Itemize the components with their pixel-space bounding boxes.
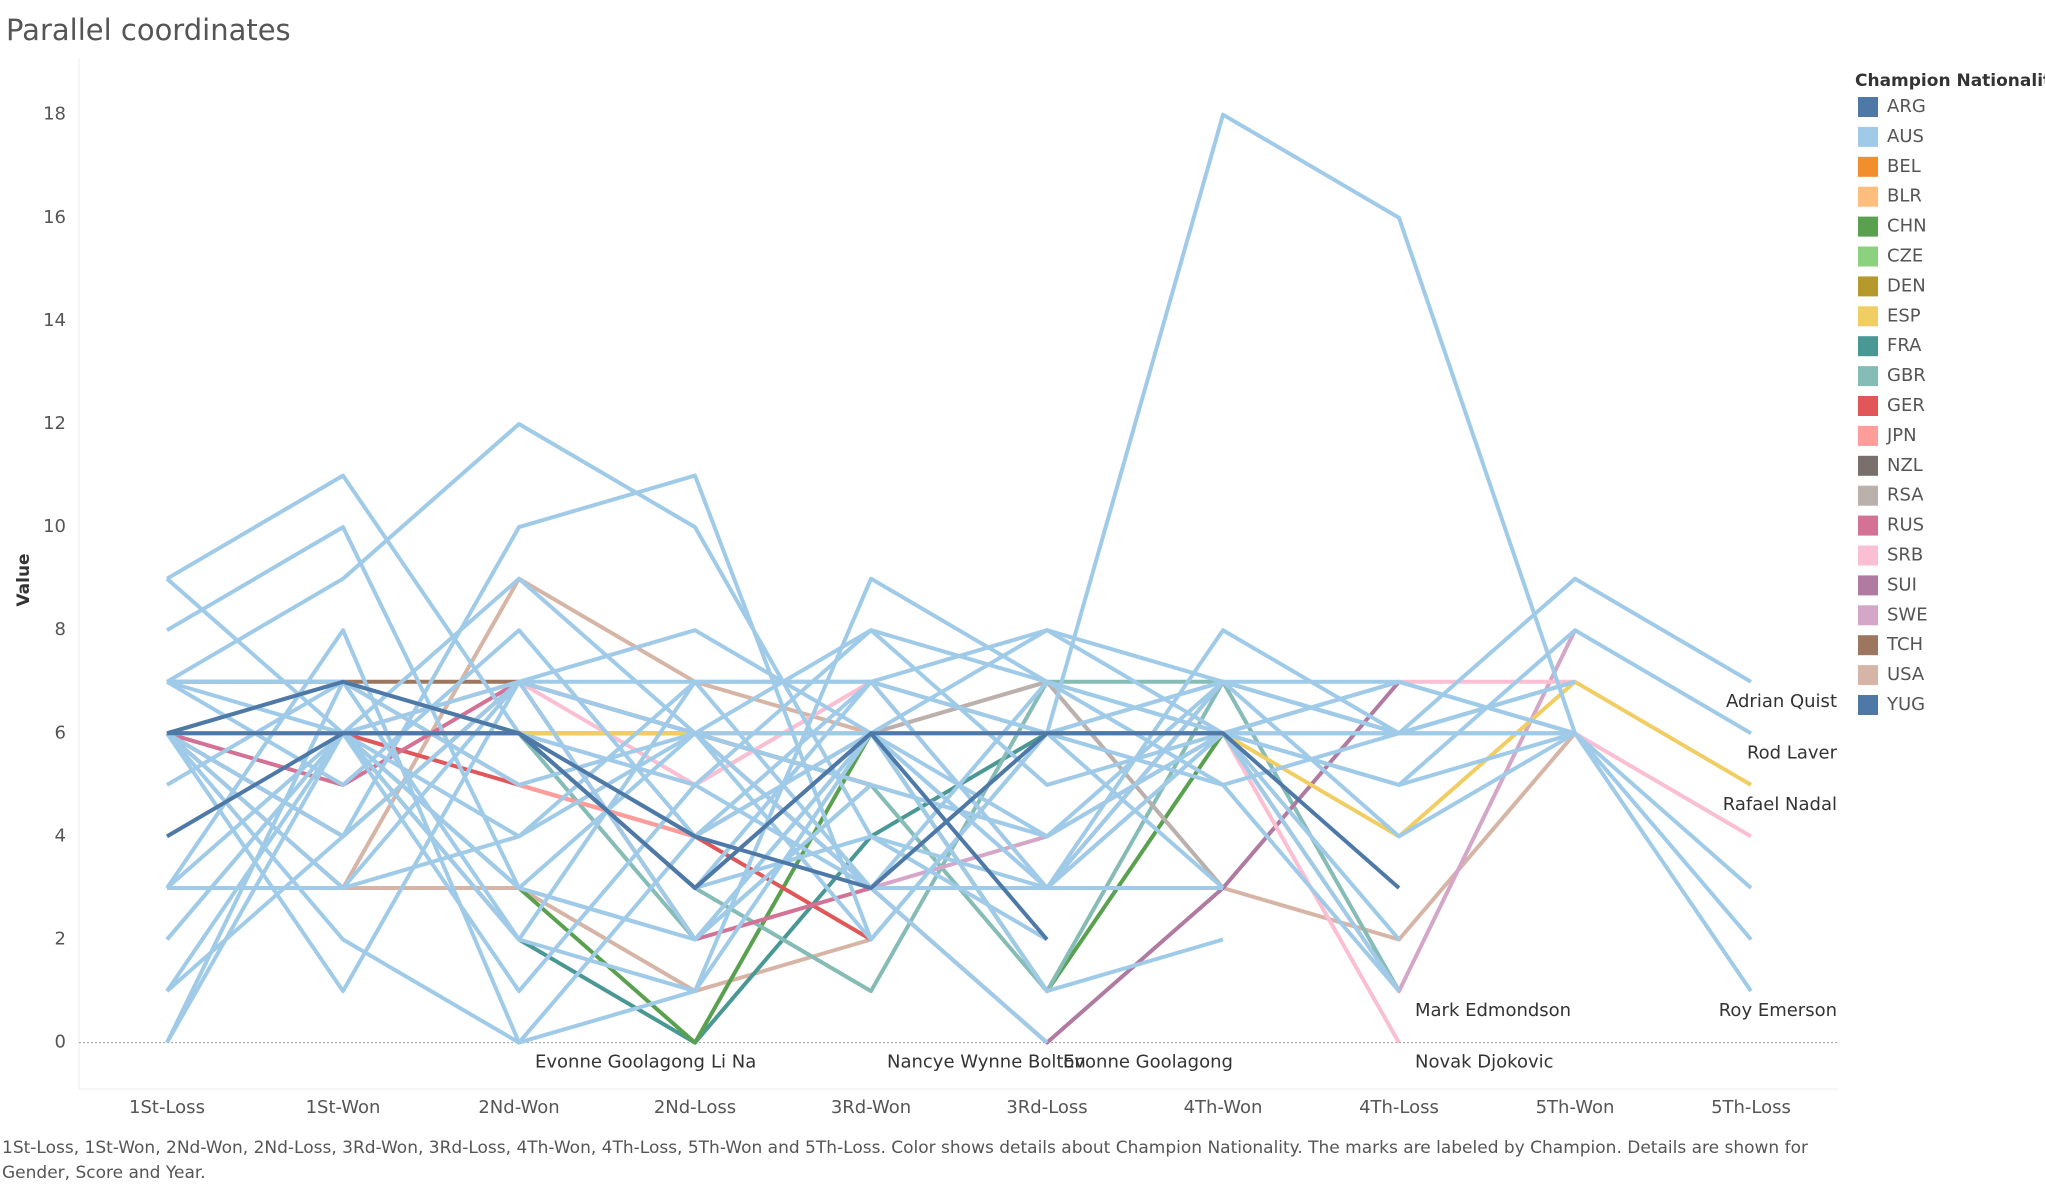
y-tick-label: 10: [43, 516, 66, 537]
legend-swatch: [1858, 665, 1878, 686]
x-tick-label: 1St-Won: [306, 1097, 381, 1118]
legend-label: FRA: [1887, 335, 1922, 356]
legend-label: GBR: [1887, 365, 1926, 386]
legend-label: USA: [1887, 664, 1925, 685]
legend-label: BEL: [1887, 156, 1921, 177]
point-label: Novak Djokovic: [1415, 1052, 1554, 1073]
y-tick-label: 6: [55, 722, 66, 743]
x-tick-label: 3Rd-Won: [831, 1097, 911, 1118]
point-label: Evonne Goolagong: [1063, 1052, 1233, 1073]
legend-label: SUI: [1887, 574, 1917, 595]
x-tick-label: 2Nd-Loss: [654, 1097, 736, 1118]
point-label: Mark Edmondson: [1415, 1000, 1571, 1021]
legend-swatch: [1858, 485, 1878, 506]
legend-swatch: [1858, 306, 1878, 327]
legend-swatch: [1858, 336, 1878, 357]
legend-swatch: [1858, 366, 1878, 387]
legend-swatch: [1858, 276, 1878, 297]
y-tick-label: 0: [55, 1032, 66, 1053]
legend-swatch: [1858, 396, 1878, 416]
y-tick-label: 18: [43, 104, 66, 125]
y-tick-label: 16: [43, 207, 66, 228]
legend-label: RSA: [1887, 485, 1924, 506]
series-line: [165, 679, 1400, 993]
y-tick-label: 2: [55, 929, 66, 950]
caption: 1St-Loss, 1St-Won, 2Nd-Won, 2Nd-Loss, 3R…: [2, 1138, 1808, 1183]
x-tick-label: 1St-Loss: [129, 1097, 205, 1118]
y-axis-title: Value: [14, 553, 34, 606]
legend-swatch: [1858, 635, 1878, 656]
legend-label: YUG: [1886, 694, 1925, 715]
point-label: Rod Laver: [1747, 742, 1838, 763]
legend-swatch: [1858, 575, 1878, 596]
legend-label: AUS: [1887, 126, 1924, 147]
lines: [165, 112, 1753, 1045]
legend-label: SRB: [1887, 545, 1923, 566]
legend-label: ESP: [1887, 305, 1921, 326]
point-label: Rafael Nadal: [1723, 794, 1837, 815]
legend-swatch: [1858, 455, 1878, 476]
y-tick-label: 14: [43, 310, 66, 331]
legend-label: NZL: [1887, 455, 1923, 476]
x-tick-label: 3Rd-Loss: [1006, 1097, 1087, 1118]
point-label: Evonne Goolagong: [535, 1052, 705, 1073]
x-tick-label: 5Th-Loss: [1711, 1097, 1791, 1118]
legend-label: CHN: [1887, 216, 1927, 237]
series-line: [167, 731, 1049, 941]
x-tick-label: 2Nd-Won: [478, 1097, 559, 1118]
x-tick-label: 4Th-Loss: [1359, 1097, 1439, 1118]
legend-swatch: [1858, 425, 1878, 446]
legend-title: Champion Nationality: [1855, 71, 2045, 91]
legend-swatch: [1858, 246, 1878, 267]
point-label: Nancye Wynne Bolton: [887, 1052, 1086, 1073]
legend-label: JPN: [1886, 425, 1917, 446]
legend-label: DEN: [1887, 275, 1926, 296]
legend-label: BLR: [1887, 186, 1922, 207]
legend-swatch: [1858, 216, 1878, 237]
point-label: Li Na: [711, 1052, 756, 1073]
legend-swatch: [1858, 545, 1878, 566]
legend-label: RUS: [1887, 515, 1924, 536]
legend-swatch: [1858, 515, 1878, 536]
point-label: Roy Emerson: [1719, 1000, 1837, 1021]
legend-swatch: [1858, 156, 1878, 177]
y-tick-label: 4: [55, 825, 66, 846]
chart-title: Parallel coordinates: [6, 13, 291, 47]
point-label: Adrian Quist: [1726, 691, 1837, 712]
legend-swatch: [1858, 126, 1878, 147]
x-tick-label: 5Th-Won: [1536, 1097, 1615, 1118]
legend-label: SWE: [1887, 604, 1928, 625]
legend-swatch: [1858, 605, 1878, 626]
legend-swatch: [1858, 97, 1878, 117]
y-tick-label: 8: [55, 619, 66, 640]
x-tick-label: 4Th-Won: [1184, 1097, 1263, 1118]
legend-label: TCH: [1886, 634, 1923, 655]
legend-label: ARG: [1887, 96, 1926, 117]
series-line: [165, 679, 1576, 994]
legend-label: GER: [1887, 395, 1925, 416]
legend-label: CZE: [1887, 246, 1923, 267]
legend-swatch: [1858, 186, 1878, 207]
y-tick-label: 12: [43, 413, 66, 434]
legend-swatch: [1858, 695, 1878, 715]
